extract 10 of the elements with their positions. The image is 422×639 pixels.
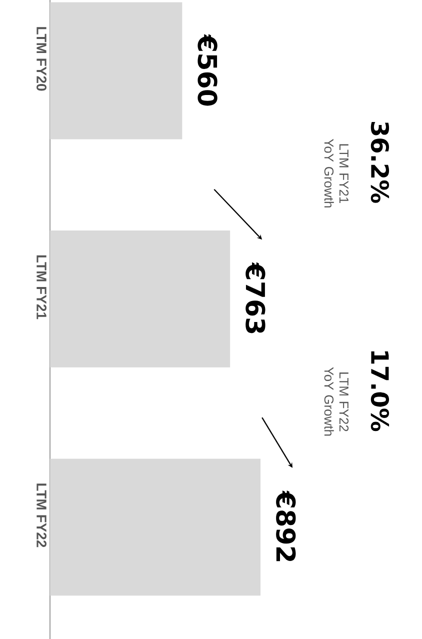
- data-label: €763: [246, 262, 266, 334]
- data-label: €892: [276, 490, 296, 562]
- text: 17.0%: [370, 351, 390, 432]
- text: 36.2%: [370, 122, 390, 203]
- y-tick-label: LTM FY22: [36, 484, 46, 548]
- y-tick-label: LTM FY21: [36, 255, 46, 320]
- data-label: €560: [198, 34, 218, 106]
- y-tick-label: LTM FY20: [36, 27, 46, 91]
- text: LTM FY22 YoY Growth: [324, 367, 349, 436]
- text: LTM FY21 YoY Growth: [324, 138, 349, 208]
